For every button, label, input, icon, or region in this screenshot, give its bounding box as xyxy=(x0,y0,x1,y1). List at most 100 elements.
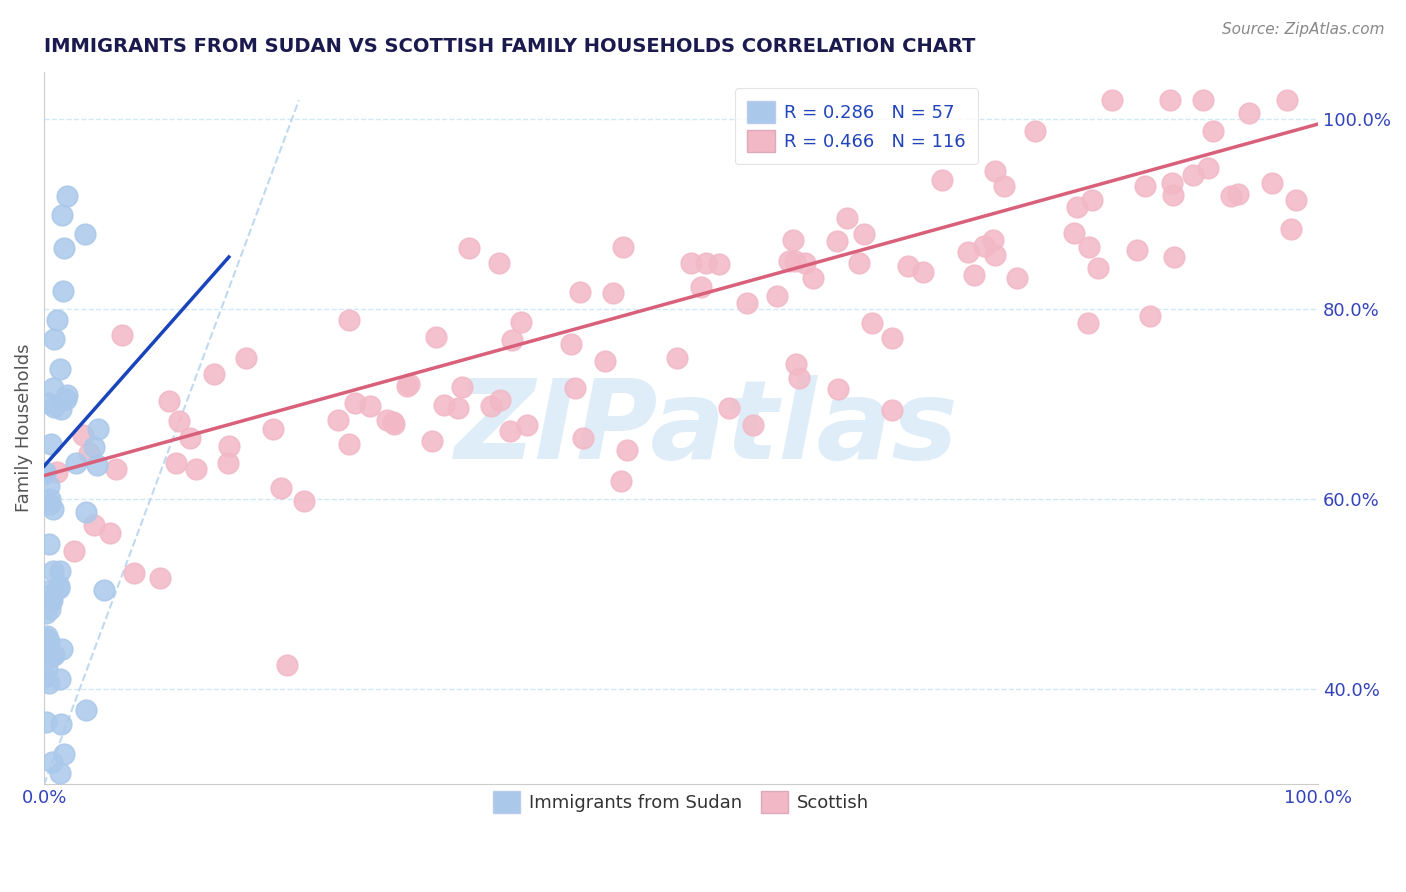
Point xyxy=(1279,222,1302,236)
Point xyxy=(48,579,70,593)
Point xyxy=(42,400,65,414)
Point xyxy=(75,703,97,717)
Point xyxy=(690,280,713,294)
Y-axis label: Family Households: Family Households xyxy=(15,343,32,512)
Point xyxy=(1159,93,1181,107)
Point xyxy=(34,670,56,684)
Point xyxy=(741,418,763,433)
Point xyxy=(1087,260,1109,275)
Point xyxy=(1163,187,1185,202)
Point xyxy=(717,401,740,416)
Point xyxy=(262,422,284,436)
Point xyxy=(666,351,689,365)
Point xyxy=(217,456,239,470)
Text: IMMIGRANTS FROM SUDAN VS SCOTTISH FAMILY HOUSEHOLDS CORRELATION CHART: IMMIGRANTS FROM SUDAN VS SCOTTISH FAMILY… xyxy=(44,37,976,56)
Point xyxy=(1077,240,1099,254)
Point xyxy=(447,401,470,415)
Point xyxy=(499,424,522,438)
Point xyxy=(479,399,502,413)
Point xyxy=(983,164,1005,178)
Point xyxy=(1139,309,1161,323)
Point xyxy=(827,235,849,249)
Point xyxy=(787,371,810,385)
Point xyxy=(51,641,73,656)
Point xyxy=(516,418,538,433)
Point xyxy=(52,285,75,299)
Point xyxy=(34,631,56,645)
Point xyxy=(157,393,180,408)
Point xyxy=(395,379,418,393)
Point xyxy=(56,189,79,203)
Point xyxy=(39,589,62,603)
Point xyxy=(55,392,77,406)
Point xyxy=(1202,124,1225,138)
Point xyxy=(568,285,591,299)
Point xyxy=(51,402,73,417)
Point xyxy=(41,648,63,662)
Point xyxy=(882,403,904,417)
Point xyxy=(735,295,758,310)
Point xyxy=(326,413,349,427)
Point xyxy=(984,248,1007,262)
Point xyxy=(46,465,69,479)
Point xyxy=(957,245,980,260)
Point xyxy=(41,593,63,607)
Point xyxy=(1063,226,1085,240)
Point xyxy=(835,211,858,226)
Point xyxy=(48,766,70,780)
Point xyxy=(35,607,58,621)
Point xyxy=(1133,179,1156,194)
Point xyxy=(848,256,870,270)
Point xyxy=(49,672,72,686)
Point xyxy=(1081,193,1104,207)
Point xyxy=(616,442,638,457)
Point xyxy=(343,395,366,409)
Point xyxy=(911,265,934,279)
Point xyxy=(42,332,65,346)
Point xyxy=(52,747,75,762)
Point xyxy=(48,581,70,595)
Text: ZIPatlas: ZIPatlas xyxy=(454,375,959,482)
Point xyxy=(560,336,582,351)
Text: Source: ZipAtlas.com: Source: ZipAtlas.com xyxy=(1222,22,1385,37)
Point xyxy=(1275,93,1298,107)
Point xyxy=(794,256,817,270)
Point xyxy=(1192,93,1215,107)
Point xyxy=(973,238,995,252)
Point xyxy=(778,253,800,268)
Point xyxy=(35,662,58,676)
Point xyxy=(41,756,63,770)
Point xyxy=(1160,177,1182,191)
Point xyxy=(38,537,60,551)
Point xyxy=(963,268,986,282)
Legend: Immigrants from Sudan, Scottish: Immigrants from Sudan, Scottish xyxy=(481,778,882,825)
Point xyxy=(488,256,510,270)
Point xyxy=(93,582,115,597)
Point xyxy=(1226,187,1249,202)
Point xyxy=(179,432,201,446)
Point xyxy=(785,253,807,268)
Point xyxy=(1024,123,1046,137)
Point xyxy=(34,466,56,480)
Point xyxy=(100,526,122,541)
Point xyxy=(458,241,481,255)
Point xyxy=(1285,193,1308,207)
Point xyxy=(420,434,443,449)
Point xyxy=(897,259,920,273)
Point xyxy=(86,458,108,472)
Point xyxy=(46,312,69,326)
Point xyxy=(51,208,73,222)
Point xyxy=(202,368,225,382)
Point xyxy=(105,461,128,475)
Point xyxy=(38,644,60,658)
Point xyxy=(38,479,60,493)
Point xyxy=(489,392,512,407)
Point xyxy=(63,543,86,558)
Point xyxy=(571,431,593,445)
Point xyxy=(1163,251,1185,265)
Point xyxy=(35,714,58,729)
Point xyxy=(785,357,807,371)
Point xyxy=(42,381,65,395)
Point xyxy=(34,583,56,598)
Point xyxy=(65,456,87,470)
